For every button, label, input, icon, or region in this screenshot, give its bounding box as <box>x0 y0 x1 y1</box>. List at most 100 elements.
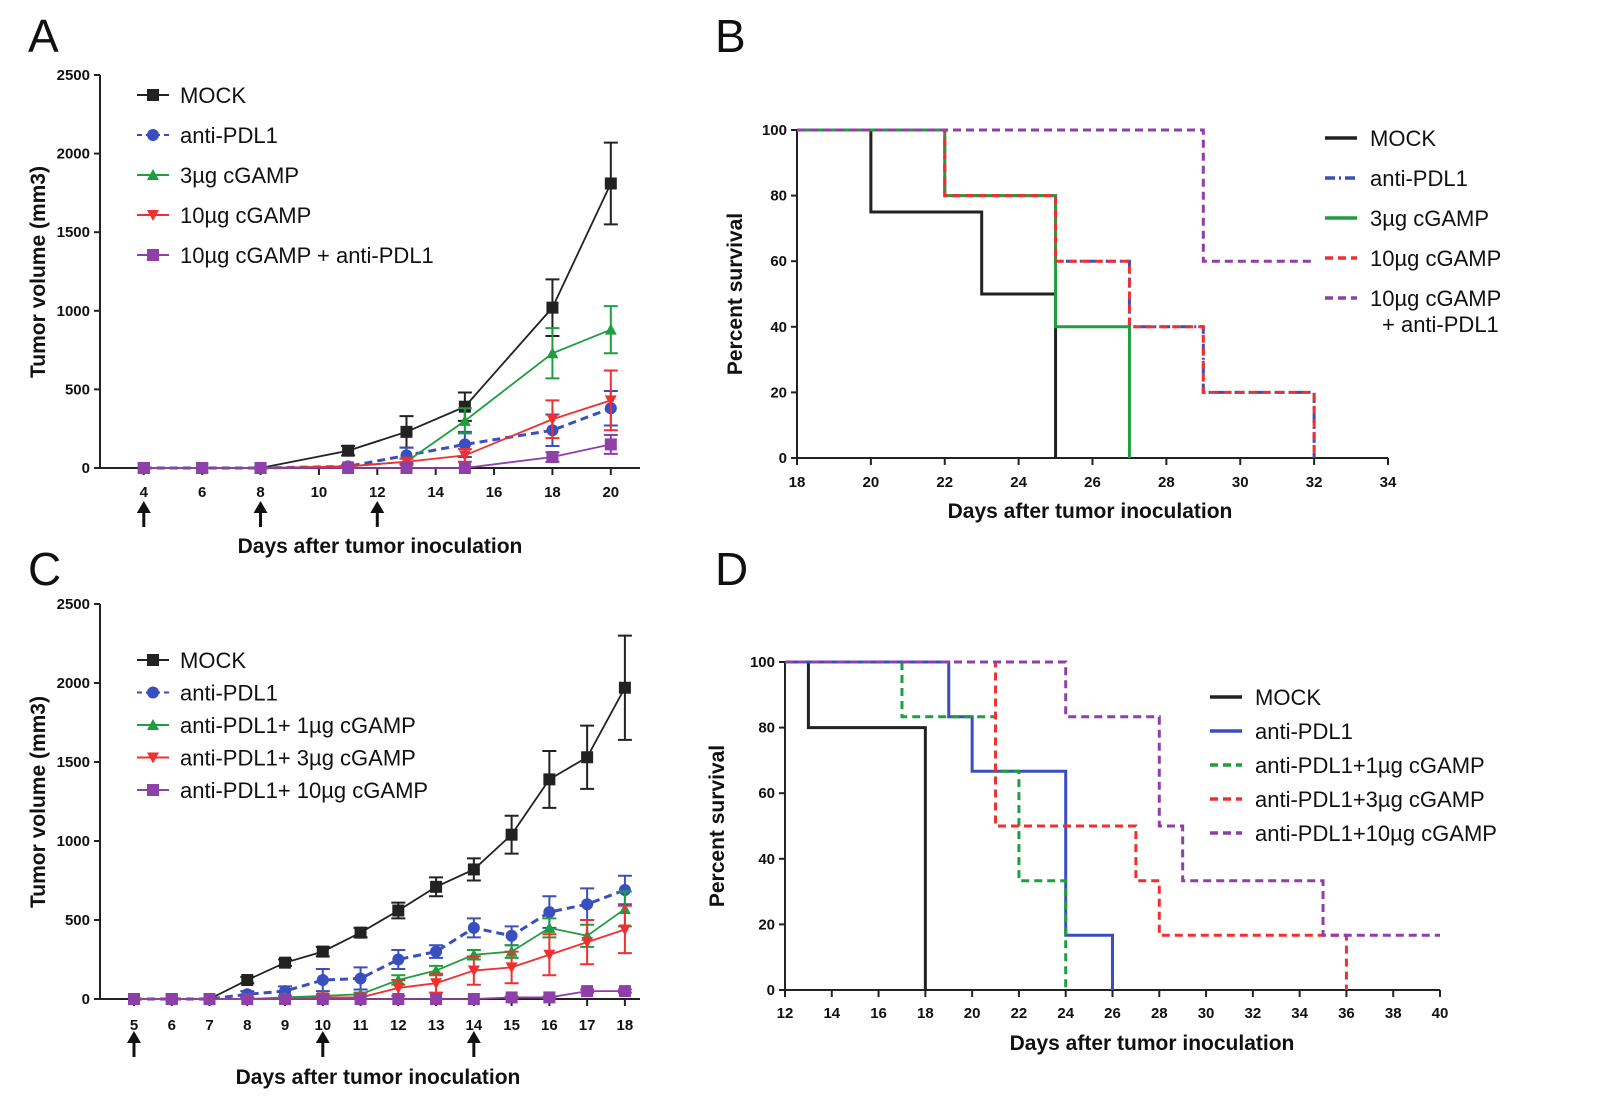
data-point <box>604 395 617 407</box>
legend-item: anti-PDL1+10µg cGAMP <box>1210 821 1497 846</box>
y-tick-label: 1000 <box>57 303 90 320</box>
x-tick-label: 5 <box>130 1017 138 1034</box>
legend-item: MOCK <box>137 83 246 108</box>
data-point <box>354 972 367 985</box>
survival-curve <box>785 660 927 990</box>
data-point <box>604 323 617 335</box>
data-point <box>316 974 329 987</box>
legend-item: anti-PDL1 <box>137 681 278 706</box>
legend-label: 10µg cGAMP <box>1370 286 1501 311</box>
series-line <box>133 928 626 1000</box>
legend-marker <box>147 169 159 180</box>
data-point <box>543 921 556 933</box>
legend-label: MOCK <box>180 648 246 673</box>
x-tick-label: 18 <box>617 1017 634 1034</box>
y-tick-label: 2500 <box>57 596 90 613</box>
x-tick-label: 10 <box>311 484 328 501</box>
y-tick-label: 60 <box>758 785 775 802</box>
x-tick-label: 30 <box>1198 1005 1215 1022</box>
legend-label: 10µg cGAMP + anti-PDL1 <box>180 243 434 268</box>
data-point <box>354 993 367 1005</box>
x-tick-label: 20 <box>602 484 619 501</box>
data-point <box>342 462 355 474</box>
data-point <box>546 347 559 359</box>
legend-item: 10µg cGAMP <box>1325 246 1501 271</box>
data-point <box>392 993 405 1005</box>
y-tick-label: 100 <box>762 122 787 139</box>
legend-label: anti-PDL1 <box>1255 719 1353 744</box>
x-tick-label: 20 <box>964 1005 981 1022</box>
y-tick-label: 1500 <box>57 754 90 771</box>
data-point <box>392 982 405 994</box>
data-point <box>254 462 267 474</box>
panel-label-a: A <box>28 10 59 62</box>
series-anti-pdl1+-1µg-cgamp <box>127 890 632 1004</box>
data-point <box>203 993 216 1005</box>
legend-item: anti-PDL1+ 10µg cGAMP <box>137 778 428 803</box>
data-point <box>458 462 471 474</box>
x-tick-label: 34 <box>1380 474 1397 491</box>
survival-curve <box>797 128 1131 458</box>
y-tick-label: 0 <box>779 450 787 467</box>
data-point <box>316 993 329 1005</box>
x-tick-label: 4 <box>140 484 149 501</box>
x-tick-label: 32 <box>1245 1005 1262 1022</box>
legend-marker <box>147 249 159 261</box>
data-point <box>354 926 367 939</box>
data-point <box>604 177 617 190</box>
data-point <box>546 450 559 463</box>
y-tick-label: 80 <box>758 720 775 737</box>
y-tick-label: 0 <box>82 460 90 477</box>
y-tick-label: 20 <box>758 916 775 933</box>
x-axis-title: Days after tumor inoculation <box>948 500 1233 523</box>
data-point <box>279 993 292 1005</box>
survival-curve <box>797 128 1316 458</box>
legend-marker <box>147 752 159 764</box>
data-point <box>581 751 594 764</box>
data-point <box>279 956 292 969</box>
legend-label: anti-PDL1 <box>180 681 278 706</box>
x-tick-label: 6 <box>198 484 206 501</box>
data-point <box>618 985 631 998</box>
legend-marker <box>147 129 159 141</box>
series-line <box>143 328 612 469</box>
data-point <box>127 993 140 1005</box>
legend-item: anti-PDL1 <box>1210 719 1353 744</box>
data-point <box>392 904 405 917</box>
legend-label: 10µg cGAMP <box>1370 246 1501 271</box>
legend-item: MOCK <box>1210 685 1321 710</box>
x-tick-label: 12 <box>777 1005 794 1022</box>
legend-marker <box>147 654 159 666</box>
data-point <box>581 937 594 949</box>
survival-curve <box>785 660 1348 990</box>
legend-item: anti-PDL1+1µg cGAMP <box>1210 753 1485 778</box>
data-point <box>430 945 443 958</box>
x-tick-label: 9 <box>281 1017 289 1034</box>
data-point <box>430 993 443 1005</box>
y-tick-label: 0 <box>82 991 90 1008</box>
series-anti-pdl1+-10µg-cgamp <box>127 985 632 1005</box>
x-tick-label: 14 <box>466 1017 483 1034</box>
data-point <box>196 462 209 474</box>
data-point <box>505 929 518 942</box>
x-tick-label: 6 <box>168 1017 176 1034</box>
x-tick-label: 7 <box>205 1017 213 1034</box>
panel-c-chart: 0 500 1000 1500 2000 2500 5 6 7 8 9 10 11 12 13 14 15 16 1… <box>27 596 640 1089</box>
legend-item: anti-PDL1 <box>137 123 278 148</box>
data-point <box>137 462 150 474</box>
series-3µg-cgamp <box>137 305 618 473</box>
y-axis-title: Tumor volume (mm3) <box>27 166 50 378</box>
legend-label: anti-PDL1+ 10µg cGAMP <box>180 778 428 803</box>
x-tick-label: 22 <box>1011 1005 1028 1022</box>
x-tick-label: 10 <box>314 1017 331 1034</box>
legend-marker <box>147 89 159 101</box>
data-point <box>546 301 559 314</box>
treatment-arrowhead <box>370 501 385 513</box>
legend-label: anti-PDL1+10µg cGAMP <box>1255 821 1497 846</box>
survival-curve <box>797 128 1315 263</box>
data-point <box>505 991 518 1004</box>
data-point <box>618 681 631 694</box>
data-point <box>458 450 471 462</box>
data-point <box>241 974 254 987</box>
